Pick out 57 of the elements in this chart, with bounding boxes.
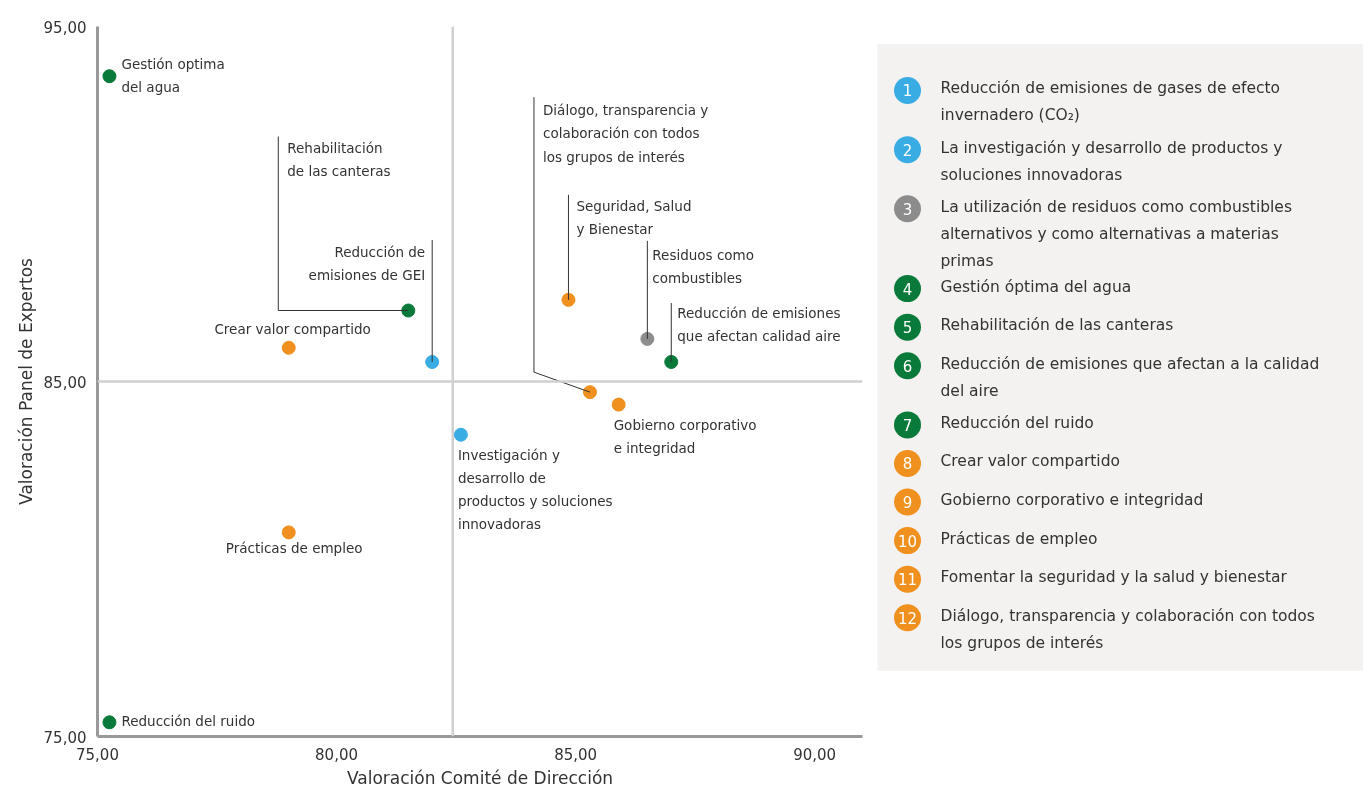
point <box>640 331 655 346</box>
text: Reducción del ruido <box>940 413 1094 432</box>
text: Crear valor compartido <box>940 452 1120 471</box>
annotation: Seguridad, Salud y Bienestar <box>576 197 692 238</box>
category-label: 12 <box>897 609 918 628</box>
category-label: 8 <box>902 455 913 474</box>
point <box>281 340 296 355</box>
point <box>664 354 679 369</box>
annotation: Reducción del ruido <box>121 713 255 730</box>
point <box>611 397 626 412</box>
text: La utilización de residuos como combustibles alternativos y como alternativas a materias primas <box>940 197 1292 270</box>
x-tick-label: 80,00 <box>315 745 359 764</box>
annotation: Prácticas de empleo <box>225 540 363 557</box>
point <box>582 385 597 400</box>
category-label: 1 <box>902 82 913 101</box>
point <box>453 427 468 442</box>
annotation: Gestión optima del agua <box>121 56 225 96</box>
y-tick-label: 95,00 <box>43 18 87 37</box>
text: Prácticas de empleo <box>940 529 1098 548</box>
annotation: Crear valor compartido <box>214 320 371 337</box>
text: Reducción de emisiones de gases de efecto invernadero (CO₂) <box>940 79 1280 125</box>
point <box>425 354 440 369</box>
annotation: Rehabilitación de las canteras <box>287 139 391 179</box>
category-label: 7 <box>902 416 913 435</box>
text: Fomentar la seguridad y la salud y bienestar <box>940 568 1288 587</box>
annotation: Investigación y desarrollo de productos y soluciones innovadoras <box>457 446 613 533</box>
point <box>102 69 117 84</box>
category-label: 2 <box>902 141 913 160</box>
category-label: 9 <box>902 494 913 513</box>
annotation: Gobierno corporativo e integridad <box>613 416 757 456</box>
category-label: 10 <box>897 532 918 551</box>
category-label: 4 <box>902 280 913 299</box>
category-label: 11 <box>897 571 918 590</box>
category-label: 6 <box>902 357 913 376</box>
text: Rehabilitación de las canteras <box>940 316 1174 335</box>
category-label: 5 <box>902 319 913 338</box>
x-tick-label: 90,00 <box>793 745 837 764</box>
point <box>561 292 576 307</box>
annotation: Reducción de emisiones que afectan calidad aire <box>677 304 841 345</box>
y-axis-title: Valoración Panel de Expertos <box>15 257 36 505</box>
x-tick-label: 85,00 <box>554 745 598 764</box>
point <box>401 303 416 318</box>
x-axis-title: Valoración Comité de Dirección <box>346 767 614 788</box>
annotation: Residuos como combustibles <box>652 246 755 287</box>
category-label: 3 <box>902 200 913 219</box>
text: Diálogo, transparencia y colaboración con todos los grupos de interés <box>940 606 1315 652</box>
point <box>102 715 117 730</box>
text: Gobierno corporativo e integridad <box>940 491 1204 510</box>
annotation: Diálogo, transparencia y colaboración con todos los grupos de interés <box>542 102 709 165</box>
y-tick-label: 75,00 <box>43 728 87 747</box>
y-tick-label: 85,00 <box>43 373 87 392</box>
text: Gestión óptima del agua <box>940 277 1132 296</box>
point <box>281 525 296 540</box>
x-tick-label: 75,00 <box>76 745 119 764</box>
text: Reducción de emisiones que afectan a la calidad del aire <box>940 354 1320 400</box>
annotation: Reducción de emisiones de GEI <box>308 243 426 284</box>
text: La investigación y desarrollo de productos y soluciones innovadoras <box>940 138 1283 184</box>
